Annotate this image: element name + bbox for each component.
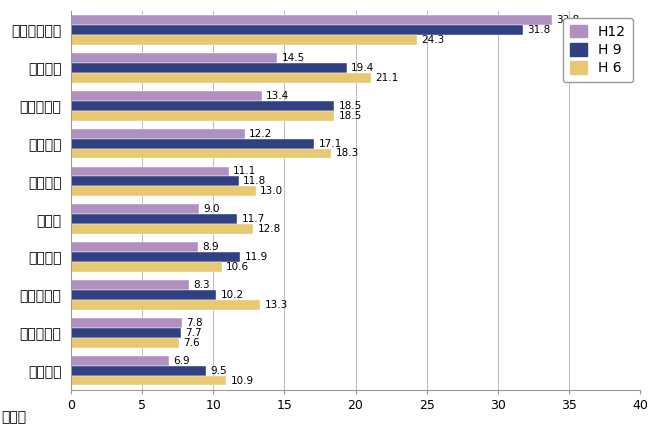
Text: 21.1: 21.1 — [376, 73, 399, 83]
Text: 7.7: 7.7 — [185, 328, 202, 338]
Text: 24.3: 24.3 — [421, 35, 444, 45]
Bar — [71, 204, 199, 214]
Bar — [71, 262, 222, 272]
Bar — [71, 129, 244, 139]
Bar — [71, 15, 552, 25]
Bar — [71, 167, 229, 177]
Bar — [71, 101, 334, 111]
Bar — [71, 63, 347, 73]
Bar — [71, 328, 181, 338]
Text: 8.9: 8.9 — [202, 242, 219, 252]
Bar — [71, 25, 523, 35]
Text: 18.5: 18.5 — [339, 101, 362, 111]
Text: 7.8: 7.8 — [186, 318, 203, 328]
Bar — [71, 375, 226, 385]
Text: 11.1: 11.1 — [233, 167, 256, 177]
Text: 31.8: 31.8 — [528, 25, 551, 35]
Text: 12.8: 12.8 — [258, 224, 281, 234]
Bar — [71, 91, 262, 101]
Text: 13.0: 13.0 — [260, 186, 283, 196]
Bar — [71, 290, 216, 300]
Text: 10.9: 10.9 — [231, 375, 254, 385]
Bar — [71, 318, 182, 328]
Bar — [71, 338, 179, 348]
Bar — [71, 252, 241, 262]
X-axis label: （％）: （％） — [1, 410, 27, 424]
Bar — [71, 300, 260, 310]
Text: 10.2: 10.2 — [220, 290, 244, 300]
Text: 6.9: 6.9 — [173, 356, 190, 366]
Bar — [71, 53, 277, 63]
Text: 19.4: 19.4 — [351, 63, 374, 73]
Text: 11.9: 11.9 — [244, 252, 268, 262]
Text: 13.4: 13.4 — [266, 91, 289, 101]
Bar — [71, 111, 334, 120]
Text: 11.7: 11.7 — [242, 214, 265, 224]
Text: 9.0: 9.0 — [204, 204, 220, 214]
Bar — [71, 177, 239, 186]
Bar — [71, 280, 189, 290]
Text: 9.5: 9.5 — [210, 365, 227, 376]
Bar — [71, 35, 416, 45]
Bar — [71, 73, 371, 83]
Text: 10.6: 10.6 — [226, 262, 249, 272]
Bar — [71, 214, 237, 224]
Bar — [71, 366, 206, 375]
Text: 8.3: 8.3 — [193, 280, 210, 290]
Text: 18.3: 18.3 — [335, 149, 359, 158]
Text: 18.5: 18.5 — [339, 111, 362, 121]
Bar — [71, 242, 198, 252]
Text: 14.5: 14.5 — [281, 53, 305, 63]
Text: 11.8: 11.8 — [243, 176, 266, 187]
Text: 17.1: 17.1 — [318, 139, 342, 149]
Text: 13.3: 13.3 — [264, 300, 288, 310]
Text: 7.6: 7.6 — [183, 338, 200, 348]
Text: 33.8: 33.8 — [556, 15, 579, 25]
Bar — [71, 186, 256, 196]
Bar — [71, 224, 253, 234]
Bar — [71, 356, 169, 366]
Legend: H12, H 9, H 6: H12, H 9, H 6 — [563, 18, 633, 82]
Bar — [71, 149, 331, 158]
Bar — [71, 139, 314, 149]
Text: 12.2: 12.2 — [249, 129, 272, 139]
